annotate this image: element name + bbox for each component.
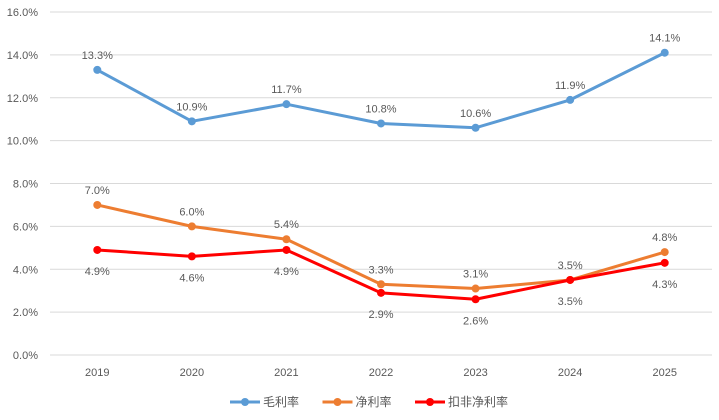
x-tick-label: 2020 xyxy=(180,367,204,379)
data-label: 4.9% xyxy=(274,266,299,278)
data-label: 7.0% xyxy=(85,185,110,197)
data-label: 10.6% xyxy=(460,108,491,120)
data-label: 13.3% xyxy=(82,50,113,62)
data-point xyxy=(377,280,385,289)
legend-label-2: 扣非净利率 xyxy=(448,394,508,409)
x-tick-label: 2019 xyxy=(85,367,109,379)
data-point xyxy=(660,258,669,267)
legend-label-1: 净利率 xyxy=(356,394,392,409)
data-point xyxy=(660,48,669,57)
data-point xyxy=(93,65,102,74)
data-point xyxy=(187,222,196,231)
data-labels: 13.3% 10.9% 11.7% 10.8% 10.6% 11.9% 14.1% 7.0% 6… xyxy=(82,33,681,328)
data-point xyxy=(93,245,102,254)
data-point xyxy=(566,275,575,284)
data-point xyxy=(93,200,102,209)
data-point xyxy=(660,248,669,257)
x-tick-label: 2021 xyxy=(274,367,298,379)
data-point xyxy=(282,100,291,109)
y-tick-label: 6.0% xyxy=(13,221,38,233)
data-label: 4.6% xyxy=(179,272,204,284)
data-label: 5.4% xyxy=(274,219,299,231)
data-label: 2.9% xyxy=(368,309,393,321)
x-axis-ticks: 2019 2020 2021 2022 2023 2024 2025 xyxy=(85,367,677,379)
y-tick-label: 12.0% xyxy=(7,93,38,105)
data-label: 10.8% xyxy=(365,103,396,115)
data-label: 2.6% xyxy=(463,315,488,327)
data-point xyxy=(377,288,385,297)
y-tick-label: 10.0% xyxy=(7,136,38,148)
data-point xyxy=(282,245,291,254)
data-point xyxy=(471,295,480,304)
gridlines xyxy=(50,11,712,356)
data-point xyxy=(377,119,385,128)
x-tick-label: 2023 xyxy=(463,367,487,379)
data-point xyxy=(187,117,196,126)
x-tick-label: 2024 xyxy=(558,367,582,379)
data-label: 10.9% xyxy=(176,101,207,113)
series-lines xyxy=(93,48,669,304)
data-label: 4.9% xyxy=(85,266,110,278)
data-point xyxy=(282,235,291,244)
data-label: 3.5% xyxy=(558,296,583,308)
data-point xyxy=(566,95,575,104)
x-tick-label: 2025 xyxy=(652,367,676,379)
data-label: 3.5% xyxy=(558,260,583,272)
y-tick-label: 2.0% xyxy=(13,307,38,319)
legend-marker-1 xyxy=(333,398,342,406)
data-label: 11.7% xyxy=(271,84,302,96)
data-label: 14.1% xyxy=(649,33,680,45)
legend-label-0: 毛利率 xyxy=(263,394,299,409)
data-label: 3.3% xyxy=(368,264,393,276)
data-label: 4.3% xyxy=(652,279,677,291)
data-point xyxy=(187,252,196,261)
x-tick-label: 2022 xyxy=(369,367,393,379)
y-tick-label: 14.0% xyxy=(7,50,38,62)
legend-marker-2 xyxy=(426,398,434,406)
y-tick-label: 8.0% xyxy=(13,179,38,191)
data-label: 6.0% xyxy=(179,206,204,218)
legend: 毛利率 净利率 扣非净利率 xyxy=(230,394,508,409)
data-label: 11.9% xyxy=(555,80,586,92)
data-point xyxy=(471,284,480,293)
legend-marker-0 xyxy=(241,398,249,406)
y-tick-label: 4.0% xyxy=(13,264,38,276)
y-tick-label: 0.0% xyxy=(13,350,38,362)
data-point xyxy=(471,123,480,132)
data-label: 3.1% xyxy=(463,269,488,281)
data-label: 4.8% xyxy=(652,232,677,244)
y-tick-label: 16.0% xyxy=(7,7,38,19)
y-axis-ticks: 0.0% 2.0% 4.0% 6.0% 8.0% 10.0% 12.0% 14.0% 16.0% xyxy=(7,7,38,362)
